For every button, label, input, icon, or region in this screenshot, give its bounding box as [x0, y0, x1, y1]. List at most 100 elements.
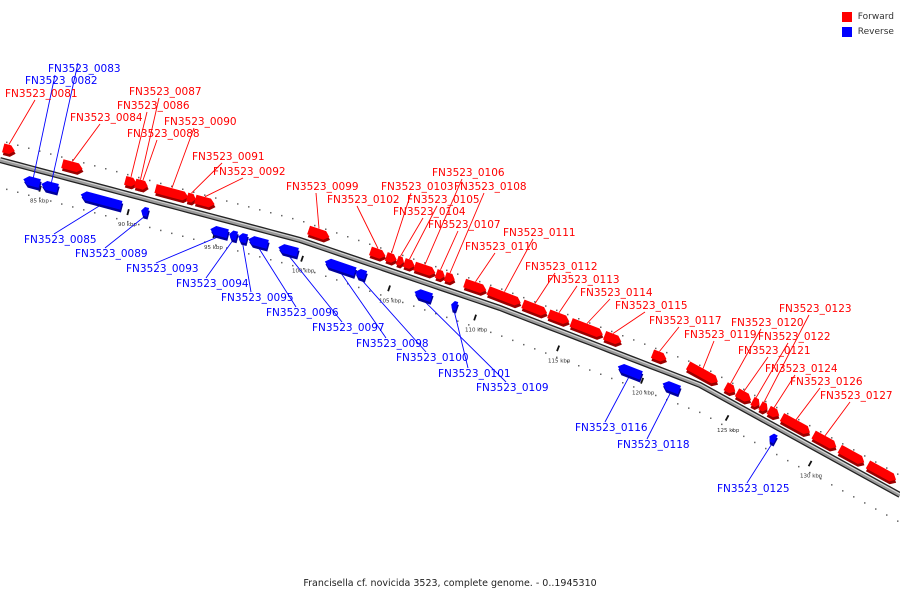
gene-arrow[interactable]	[236, 232, 249, 247]
gene-label[interactable]: FN3523_0082	[25, 75, 98, 87]
gene-arrow[interactable]	[520, 299, 550, 321]
gene-arrow[interactable]	[227, 230, 239, 244]
gene-label[interactable]: FN3523_0107	[428, 219, 501, 231]
guide-dot-below	[556, 356, 558, 359]
gene-label[interactable]: FN3523_0121	[738, 345, 811, 357]
gene-label[interactable]: FN3523_0085	[24, 234, 97, 246]
gene-arrow-body	[307, 225, 330, 240]
gene-arrow[interactable]	[810, 430, 840, 454]
gene-arrow[interactable]	[462, 278, 489, 298]
gene-arrow[interactable]	[353, 268, 369, 283]
gene-label[interactable]: FN3523_0099	[286, 181, 359, 193]
gene-arrow[interactable]	[154, 184, 191, 204]
gene-arrow[interactable]	[734, 388, 755, 407]
gene-arrow[interactable]	[660, 379, 682, 398]
gene-label[interactable]: FN3523_0127	[820, 390, 893, 402]
gene-arrow[interactable]	[395, 255, 407, 270]
gene-arrow[interactable]	[384, 252, 400, 267]
gene-arrow[interactable]	[434, 269, 448, 283]
gene-arrow[interactable]	[765, 405, 782, 423]
gene-arrow[interactable]	[306, 225, 332, 244]
gene-arrow[interactable]	[766, 432, 779, 447]
gene-arrow[interactable]	[569, 318, 606, 342]
gene-arrow[interactable]	[836, 444, 867, 469]
gene-label[interactable]: FN3523_0093	[126, 263, 199, 275]
gene-label[interactable]: FN3523_0089	[75, 248, 148, 260]
gene-arrow[interactable]	[368, 246, 388, 264]
gene-label[interactable]: FN3523_0095	[221, 292, 294, 304]
gene-arrow[interactable]	[443, 272, 458, 287]
gene-arrow[interactable]	[247, 235, 271, 252]
gene-label[interactable]: FN3523_0114	[580, 287, 653, 299]
gene-arrow[interactable]	[194, 194, 218, 212]
gene-label[interactable]: FN3523_0109	[476, 382, 549, 394]
gene-label[interactable]: FN3523_0104	[393, 206, 466, 218]
gene-arrow[interactable]	[136, 179, 150, 193]
gene-label[interactable]: FN3523_0087	[129, 86, 202, 98]
gene-label[interactable]: FN3523_0110	[465, 241, 538, 253]
gene-arrow[interactable]	[139, 206, 150, 220]
gene-label[interactable]: FN3523_0081	[5, 88, 78, 100]
gene-arrow[interactable]	[449, 300, 460, 314]
gene-label[interactable]: FN3523_0117	[649, 315, 722, 327]
gene-label[interactable]: FN3523_0108	[454, 181, 527, 193]
gene-label[interactable]: FN3523_0084	[70, 112, 143, 124]
gene-label[interactable]: FN3523_0094	[176, 278, 249, 290]
gene-label[interactable]: FN3523_0106	[432, 167, 505, 179]
gene-arrow[interactable]	[722, 382, 738, 398]
gene-arrow[interactable]	[615, 362, 644, 383]
gene-label[interactable]: FN3523_0100	[396, 352, 469, 364]
gene-arrow[interactable]	[779, 413, 814, 439]
gene-label[interactable]: FN3523_0112	[525, 261, 598, 273]
gene-arrow[interactable]	[749, 396, 763, 412]
gene-arrow[interactable]	[39, 180, 60, 196]
gene-label[interactable]: FN3523_0102	[327, 194, 400, 206]
gene-label[interactable]: FN3523_0098	[356, 338, 429, 350]
guide-dot-below	[688, 407, 690, 409]
gene-label[interactable]: FN3523_0090	[164, 116, 237, 128]
gene-arrow[interactable]	[209, 225, 231, 241]
gene-label[interactable]: FN3523_0124	[765, 363, 838, 375]
gene-arrow[interactable]	[79, 190, 124, 213]
gene-label[interactable]: FN3523_0083	[48, 63, 121, 75]
gene-arrow[interactable]	[486, 286, 524, 310]
gene-arrow[interactable]	[277, 243, 301, 260]
gene-label[interactable]: FN3523_0105	[407, 194, 480, 206]
gene-arrow[interactable]	[685, 361, 722, 388]
gene-label[interactable]: FN3523_0113	[547, 274, 620, 286]
gene-arrow[interactable]	[865, 460, 900, 486]
gene-arrow[interactable]	[412, 261, 438, 280]
gene-arrow[interactable]	[757, 401, 771, 416]
gene-label[interactable]: FN3523_0091	[192, 151, 265, 163]
gene-label[interactable]: FN3523_0088	[127, 128, 200, 140]
gene-label[interactable]: FN3523_0092	[213, 166, 286, 178]
gene-arrow[interactable]	[402, 258, 418, 273]
gene-label[interactable]: FN3523_0118	[617, 439, 690, 451]
gene-arrow[interactable]	[412, 288, 434, 305]
gene-label[interactable]: FN3523_0097	[312, 322, 385, 334]
gene-label[interactable]: FN3523_0115	[615, 300, 688, 312]
gene-arrow[interactable]	[61, 159, 86, 176]
gene-arrow[interactable]	[1, 143, 17, 159]
gene-arrow[interactable]	[650, 349, 670, 367]
gene-arrow[interactable]	[21, 175, 42, 191]
gene-arrow[interactable]	[323, 257, 358, 279]
gene-label[interactable]: FN3523_0103	[381, 181, 454, 193]
gene-label[interactable]: FN3523_0123	[779, 303, 852, 315]
gene-arrow[interactable]	[546, 309, 572, 329]
gene-label[interactable]: FN3523_0101	[438, 368, 511, 380]
gene-label[interactable]: FN3523_0119	[684, 329, 757, 341]
gene-label[interactable]: FN3523_0111	[503, 227, 576, 239]
guide-dot-below	[776, 453, 778, 456]
gene-arrow[interactable]	[185, 192, 198, 207]
gene-label[interactable]: FN3523_0126	[790, 376, 863, 388]
gene-arrow[interactable]	[602, 331, 624, 349]
gene-label[interactable]: FN3523_0125	[717, 483, 790, 495]
gene-label[interactable]: FN3523_0086	[117, 100, 190, 112]
gene-label[interactable]: FN3523_0116	[575, 422, 648, 434]
guide-dot-above	[336, 232, 338, 234]
gene-label[interactable]: FN3523_0122	[758, 331, 831, 343]
gene-label[interactable]: FN3523_0120	[731, 317, 804, 329]
gene-arrow-body	[685, 361, 718, 384]
gene-label[interactable]: FN3523_0096	[266, 307, 339, 319]
